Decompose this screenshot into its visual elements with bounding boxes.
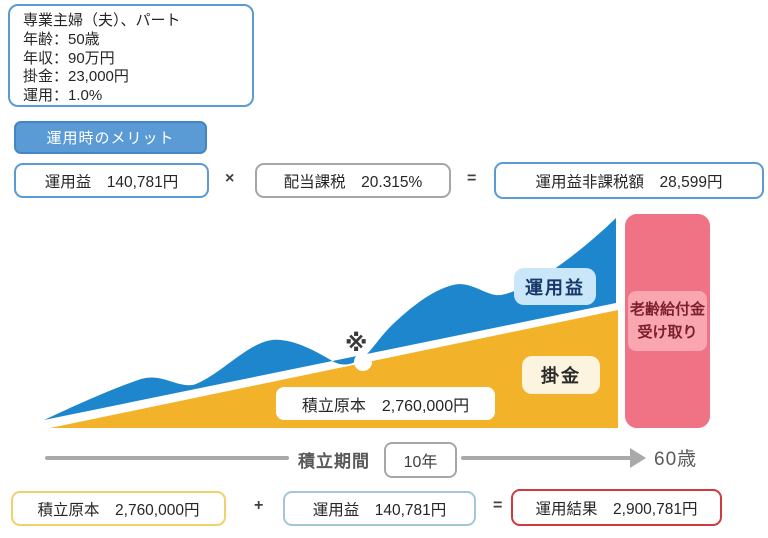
equals-operator-bottom: = bbox=[493, 497, 503, 514]
principal-annotation-label: 積立原本 2,760,000円 bbox=[276, 387, 495, 420]
timeline-line-left bbox=[45, 456, 289, 460]
timeline-line-right bbox=[461, 456, 633, 460]
benefit-receipt-label: 老齢給付金 受け取り bbox=[628, 290, 707, 352]
tax-formula-result-box: 運用益非課税額 28,599円 bbox=[494, 162, 764, 199]
timeline-duration-box: 10年 bbox=[384, 442, 457, 478]
investment-gain-area-shape bbox=[44, 218, 616, 420]
result-formula-gain-box: 運用益 140,781円 bbox=[283, 491, 476, 526]
gain-area-label: 運用益 bbox=[514, 268, 596, 305]
result-formula-principal-box: 積立原本 2,760,000円 bbox=[11, 491, 226, 526]
benefit-receipt-box: 老齢給付金 受け取り bbox=[625, 214, 710, 428]
multiply-operator: × bbox=[225, 170, 235, 187]
profile-box: 専業主婦（夫）、パート 年齢：50歳 年収：90万円 掛金：23,000円 運用… bbox=[8, 4, 254, 107]
profile-contribution: 掛金：23,000円 bbox=[23, 68, 129, 86]
profile-income: 年収：90万円 bbox=[23, 49, 115, 67]
timeline-arrowhead-icon bbox=[630, 448, 646, 468]
timeline-period-label: 積立期間 bbox=[298, 452, 370, 471]
note-asterisk-mark: ※ bbox=[345, 330, 368, 356]
profile-yield: 運用：1.0% bbox=[23, 87, 103, 104]
equals-operator-top: = bbox=[467, 170, 477, 187]
merit-heading-button: 運用時のメリット bbox=[14, 121, 207, 154]
tax-formula-gain-box: 運用益 140,781円 bbox=[14, 163, 209, 198]
contribution-area-label: 掛金 bbox=[522, 356, 600, 394]
benefit-label-line2: 受け取り bbox=[637, 324, 698, 341]
benefit-label-line1: 老齢給付金 bbox=[629, 300, 705, 318]
plus-operator: + bbox=[254, 497, 264, 514]
result-formula-total-box: 運用結果 2,900,781円 bbox=[511, 489, 722, 526]
timeline-end-age: 60歳 bbox=[654, 449, 698, 470]
profile-occupation: 専業主婦（夫）、パート bbox=[23, 12, 181, 29]
profile-age: 年齢：50歳 bbox=[23, 30, 100, 48]
tax-formula-rate-box: 配当課税 20.315% bbox=[255, 163, 451, 198]
notch-cutout bbox=[354, 353, 372, 371]
